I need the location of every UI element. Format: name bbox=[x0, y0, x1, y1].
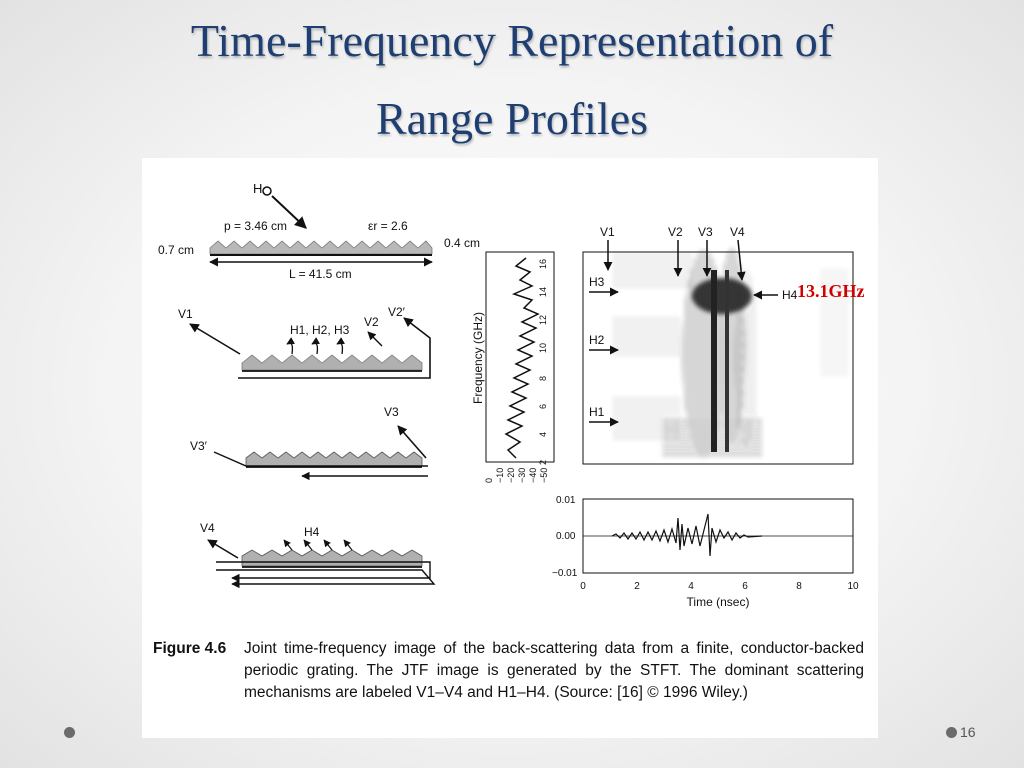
h-field-symbol bbox=[262, 186, 272, 196]
v1-label: V1 bbox=[178, 307, 193, 321]
length-label: L = 41.5 cm bbox=[289, 267, 352, 281]
h4-arrow-2 bbox=[303, 539, 313, 551]
v2p-label: V2′ bbox=[388, 305, 406, 319]
thickness-right-label: 0.4 cm bbox=[444, 236, 480, 250]
time-ytick-neg: −0.01 bbox=[552, 568, 578, 579]
mechanism-diagram-3: V4 H4 bbox=[200, 521, 436, 589]
v3-arrow bbox=[397, 425, 427, 459]
mechanism-diagram-1: V1 H1, H2, H3 V2 V2′ bbox=[178, 305, 431, 379]
v3p-path bbox=[213, 451, 428, 467]
time-xtick-6: 6 bbox=[742, 581, 748, 592]
permittivity-label: εr = 2.6 bbox=[368, 219, 408, 233]
time-signal bbox=[611, 513, 763, 557]
time-ytick-zero: 0.00 bbox=[556, 531, 576, 542]
jtf-image: V1 V2 V3 V4 H3 H2 H1 H4 bbox=[582, 225, 854, 465]
v2-label: V2 bbox=[364, 315, 379, 329]
spec-ytick-2: 2 bbox=[538, 460, 548, 465]
title-line-1: Time-Frequency Representation of bbox=[190, 15, 834, 66]
spec-xtick-20: −20 bbox=[506, 468, 516, 483]
spec-ytick-16: 16 bbox=[538, 259, 548, 269]
spec-xtick-0: 0 bbox=[484, 478, 494, 483]
right-bullet-dot bbox=[946, 727, 957, 738]
time-yticks: 0.01 0.00 −0.01 bbox=[552, 495, 578, 579]
title-line-2: Range Profiles bbox=[375, 93, 649, 144]
incident-wave-arrow bbox=[271, 195, 307, 229]
jtf-h3-label: H3 bbox=[589, 275, 605, 289]
jtf-h2-label: H2 bbox=[589, 333, 605, 347]
grating-section-3 bbox=[241, 549, 423, 567]
period-label: p = 3.46 cm bbox=[224, 219, 287, 233]
spectrum-frame bbox=[485, 251, 555, 463]
left-bullet-dot bbox=[64, 727, 75, 738]
time-xticks: 0 2 4 6 8 10 bbox=[580, 581, 859, 592]
jtf-v3-label: V3 bbox=[698, 225, 713, 239]
time-xtick-10: 10 bbox=[847, 581, 859, 592]
time-xlabel: Time (nsec) bbox=[687, 595, 750, 609]
time-xtick-2: 2 bbox=[634, 581, 640, 592]
spectrum-curve bbox=[504, 257, 540, 459]
jtf-v4-arrow bbox=[736, 239, 746, 281]
figure-image: H p = 3.46 cm εr = 2.6 0.7 cm 0.4 cm L =… bbox=[142, 158, 878, 738]
jtf-v3-line bbox=[725, 270, 729, 452]
spec-xtick-30: −30 bbox=[517, 468, 527, 483]
h2-arrow bbox=[311, 337, 321, 355]
v1-arrow bbox=[189, 323, 241, 355]
time-xtick-4: 4 bbox=[688, 581, 694, 592]
spec-ytick-14: 14 bbox=[538, 287, 548, 297]
v4-path-1 bbox=[216, 561, 431, 583]
time-xtick-8: 8 bbox=[796, 581, 802, 592]
h4-arrow-1 bbox=[283, 539, 293, 551]
jtf-h4-label: H4 bbox=[782, 288, 798, 302]
h-field-label: H bbox=[253, 181, 262, 196]
caption-text: Joint time-frequency image of the back-s… bbox=[244, 640, 864, 701]
spec-ytick-12: 12 bbox=[538, 315, 548, 325]
spec-xtick-40: −40 bbox=[528, 468, 538, 483]
time-xtick-0: 0 bbox=[580, 581, 586, 592]
jtf-v2-line bbox=[711, 270, 717, 452]
figure-graphic: H p = 3.46 cm εr = 2.6 0.7 cm 0.4 cm L =… bbox=[158, 181, 859, 609]
v2-path bbox=[238, 317, 431, 379]
jtf-v1-label: V1 bbox=[600, 225, 615, 239]
h1-arrow bbox=[286, 337, 296, 355]
spectrum-ylabel: Frequency (GHz) bbox=[471, 312, 485, 404]
time-ytick-pos: 0.01 bbox=[556, 495, 576, 506]
h4-arrow-4 bbox=[343, 539, 353, 551]
grating-diagram: H p = 3.46 cm εr = 2.6 0.7 cm 0.4 cm L =… bbox=[158, 181, 480, 281]
thickness-left-label: 0.7 cm bbox=[158, 243, 194, 257]
time-domain-plot: 0.01 0.00 −0.01 0 2 4 6 8 10 Time (nsec) bbox=[552, 495, 859, 609]
spec-xtick-50: −50 bbox=[539, 468, 549, 483]
v3p-label: V3′ bbox=[190, 439, 208, 453]
spectrum-yticks: 2 4 6 8 10 12 14 16 bbox=[538, 259, 548, 465]
grating-section bbox=[241, 354, 423, 371]
caption-label: Figure 4.6 bbox=[153, 640, 227, 657]
spec-ytick-8: 8 bbox=[538, 376, 548, 381]
h3-arrow bbox=[336, 337, 346, 355]
v3-label: V3 bbox=[384, 405, 399, 419]
spec-ytick-10: 10 bbox=[538, 343, 548, 353]
spec-ytick-6: 6 bbox=[538, 404, 548, 409]
h123-label: H1, H2, H3 bbox=[290, 323, 350, 337]
jtf-h1-label: H1 bbox=[589, 405, 605, 419]
v4-label: V4 bbox=[200, 521, 215, 535]
v4-arrow bbox=[207, 539, 239, 559]
spec-ytick-4: 4 bbox=[538, 432, 548, 437]
grating-section-2 bbox=[245, 451, 423, 467]
spec-xtick-10: −10 bbox=[495, 468, 505, 483]
mechanism-diagram-2: V3 V3′ bbox=[190, 405, 428, 481]
spectrum-xticks: 0 −10 −20 −30 −40 −50 bbox=[484, 468, 549, 483]
frequency-annotation: 13.1GHz bbox=[797, 281, 865, 301]
spectrum-plot: Frequency (GHz) 2 4 6 8 10 12 14 16 0 −1… bbox=[471, 251, 555, 483]
h4-label: H4 bbox=[304, 525, 320, 539]
v4-path-2 bbox=[216, 569, 436, 589]
h4-arrow-3 bbox=[323, 539, 333, 551]
jtf-v2-label: V2 bbox=[668, 225, 683, 239]
jtf-v4-label: V4 bbox=[730, 225, 745, 239]
v2-reflect-arrow bbox=[367, 331, 383, 347]
slide-title: Time-Frequency Representation of Range P… bbox=[0, 2, 1024, 158]
grating-profile bbox=[209, 240, 433, 255]
page-number: 16 bbox=[960, 724, 976, 740]
